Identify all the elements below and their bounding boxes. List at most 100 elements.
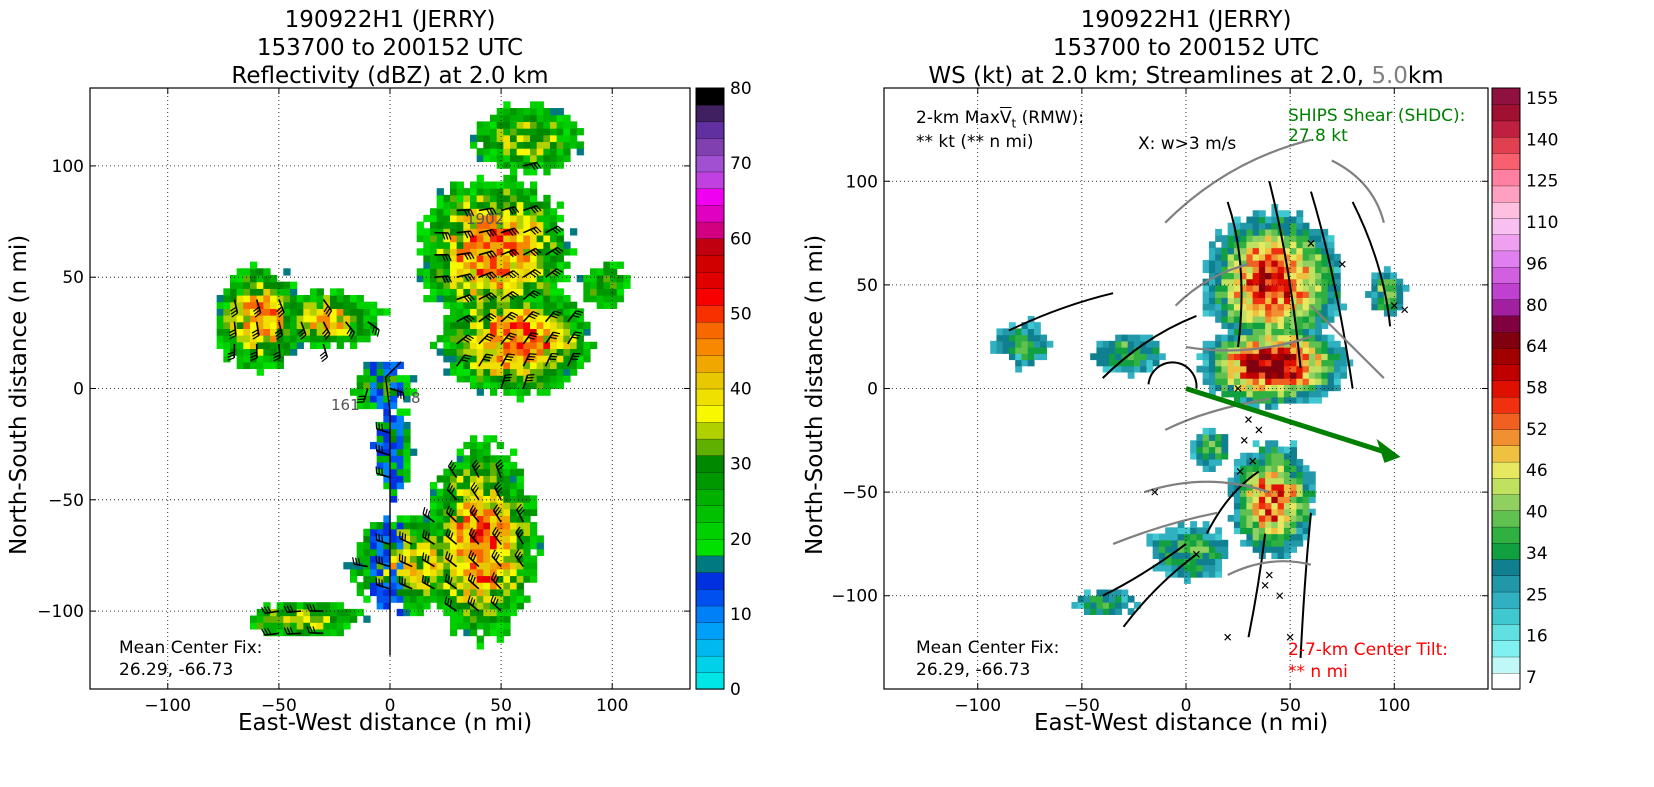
left-echo-cell [456, 341, 464, 350]
left-echo-cell [243, 315, 251, 323]
right-windspeed-cell [1258, 353, 1266, 361]
right-windspeed-cell [1265, 278, 1272, 286]
left-echo-cell [503, 101, 511, 109]
left-echo-cell [490, 268, 498, 276]
right-windspeed-cell [1308, 266, 1316, 274]
right-windspeed-cell [1302, 260, 1310, 267]
left-echo-cell [243, 348, 251, 356]
right-windspeed-cell [1383, 309, 1391, 317]
right-windspeed-cell [1227, 384, 1235, 392]
left-wind-barb-flag [275, 331, 282, 337]
left-echo-cell [463, 348, 471, 356]
left-echo-cell [483, 308, 491, 316]
left-ytick-label: 50 [62, 268, 84, 288]
left-wind-barb-flag [574, 331, 583, 334]
left-echo-cell [390, 448, 398, 456]
right-windspeed-cell [1283, 471, 1291, 479]
left-echo-cell [483, 328, 491, 336]
right-windspeed-cell [1271, 315, 1279, 323]
left-echo-cell [550, 214, 558, 223]
left-echo-cell [510, 461, 518, 470]
right-windspeed-cell [1115, 347, 1123, 354]
left-echo-cell [590, 281, 598, 289]
left-echo-cell [490, 588, 498, 597]
left-echo-cell [503, 335, 511, 343]
left-wind-barb-flag [551, 271, 559, 277]
left-echo-cell [230, 301, 238, 309]
left-echo-cell [596, 281, 604, 289]
right-windspeed-cell [1265, 452, 1272, 460]
left-echo-cell [516, 522, 524, 530]
left-echo-cell [456, 535, 464, 543]
left-echo-cell [476, 194, 484, 203]
left-echo-cell [270, 274, 278, 283]
left-echo-cell [510, 595, 518, 603]
right-windspeed-cell [1165, 527, 1173, 535]
left-wind-barb-flag [228, 329, 236, 334]
left-echo-cell [543, 114, 551, 122]
right-windspeed-cell [1277, 502, 1285, 510]
right-windspeed-cell [1315, 235, 1322, 242]
left-wind-barb-flag [263, 606, 269, 614]
tilt-label: 2-7-km Center Tilt: [1288, 640, 1449, 660]
left-wind-barb [478, 228, 493, 234]
right-windspeed-cell [1283, 483, 1291, 491]
left-echo-cell [470, 575, 478, 583]
right-windspeed-cell [1327, 291, 1335, 298]
left-wind-barb-flag [507, 273, 514, 279]
left-echo-cell [476, 555, 484, 563]
left-echo-cell [556, 375, 564, 383]
left-echo-cell [483, 628, 491, 637]
right-windspeed-cell [996, 328, 1004, 336]
left-echo-cell [463, 542, 471, 550]
right-windspeed-cell [1165, 546, 1173, 553]
right-windspeed-cell [1265, 471, 1272, 479]
left-echo-cell [403, 528, 411, 537]
left-echo-cell [483, 154, 491, 163]
right-windspeed-cell [1302, 322, 1310, 329]
right-windspeed-cell [1290, 353, 1297, 361]
left-echo-cell [483, 602, 491, 610]
left-echo-cell [496, 582, 504, 590]
left-echo-cell [290, 615, 298, 623]
left-echo-cell [243, 308, 251, 316]
right-windspeed-cell [1258, 496, 1266, 504]
right-windspeed-cell [1296, 533, 1304, 541]
left-echo-cell [450, 522, 458, 530]
left-echo-cell [543, 241, 551, 249]
left-wind-barb [515, 532, 525, 545]
left-echo-cell [256, 295, 264, 303]
right-title-line3-part2: 5.0 [1371, 63, 1408, 89]
left-wind-barb [478, 333, 490, 345]
left-echo-cell [470, 181, 478, 189]
right-w-marker [1261, 581, 1269, 589]
right-windspeed-cell [1221, 297, 1229, 305]
right-windspeed-cell [1277, 284, 1285, 292]
left-echo-cell [363, 315, 371, 323]
left-wind-barb-flag [495, 459, 502, 465]
left-echo-cell [436, 555, 444, 563]
left-echo-cell [290, 335, 298, 343]
right-streamline-2km [1310, 191, 1354, 389]
left-echo-cell [516, 508, 524, 516]
left-echo-cell [550, 261, 558, 269]
left-wind-barb-flag [509, 313, 516, 319]
right-windspeed-cell [1315, 266, 1322, 274]
right-windspeed-cell [1221, 278, 1229, 286]
left-echo-cell [496, 348, 504, 356]
right-windspeed-cell [1333, 359, 1341, 367]
right-windspeed-cell [1271, 390, 1279, 398]
left-echo-cell [436, 214, 444, 223]
right-windspeed-cell [1296, 278, 1304, 286]
left-echo-cell [483, 301, 491, 309]
left-echo-cell [263, 308, 271, 316]
left-wind-barb-flag [488, 333, 496, 338]
left-echo-cell [450, 261, 458, 269]
right-windspeed-cell [1283, 458, 1291, 466]
left-echo-cell [343, 308, 351, 316]
left-echo-cell [483, 201, 491, 209]
left-echo-cell [443, 208, 451, 216]
left-wind-barb [422, 558, 435, 568]
left-echo-cell [516, 261, 524, 269]
right-windspeed-cell [1190, 521, 1198, 528]
